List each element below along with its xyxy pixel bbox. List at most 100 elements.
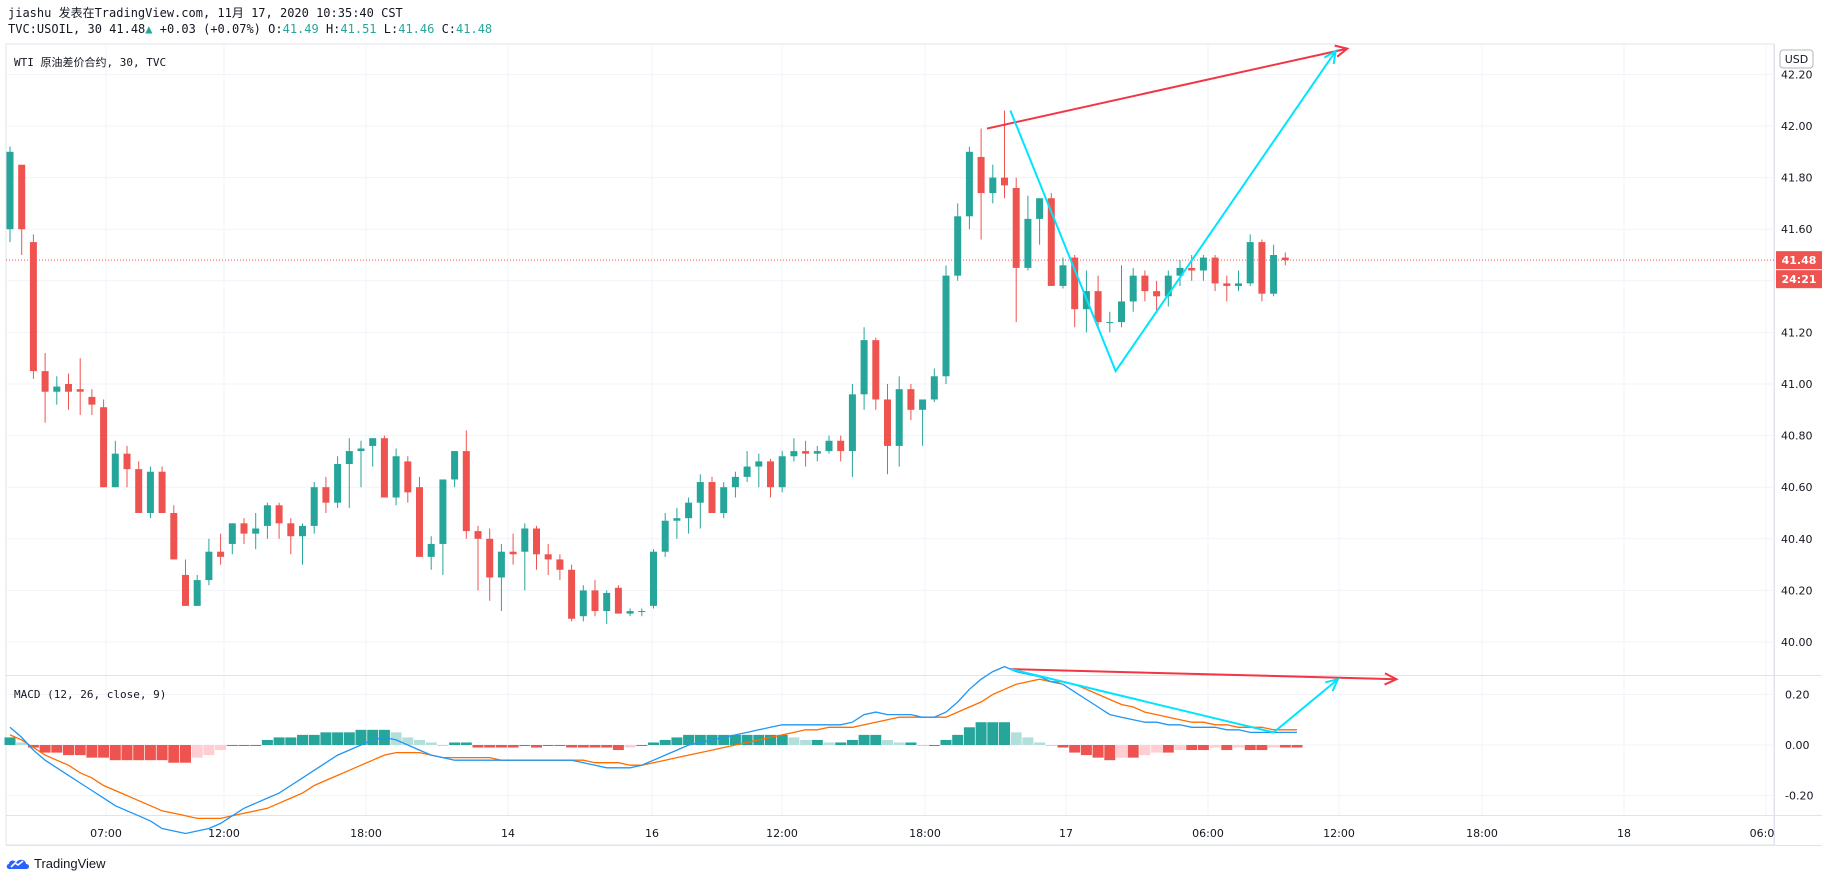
candle-body	[1246, 242, 1254, 284]
candle	[965, 146, 973, 230]
candle	[954, 203, 962, 281]
candle-body	[53, 386, 61, 392]
candle-body	[743, 466, 751, 477]
histogram-bar	[1034, 742, 1046, 745]
histogram-bar	[1221, 745, 1233, 751]
candle	[205, 538, 213, 586]
candle	[708, 476, 716, 513]
candle-body	[1235, 283, 1242, 286]
candle	[685, 497, 693, 534]
candle-body	[462, 451, 470, 532]
histogram-bar	[1244, 745, 1256, 751]
histogram-bar	[893, 742, 905, 745]
candle	[369, 438, 377, 467]
candle	[1012, 177, 1020, 323]
histogram-bar	[495, 745, 507, 748]
histogram-bar	[917, 745, 929, 746]
main-pane-title[interactable]: WTI 原油差价合约, 30, TVC	[14, 56, 167, 69]
histogram-bar	[987, 722, 999, 745]
candle-body	[334, 463, 342, 503]
upper-trend-arrow[interactable]	[986, 44, 1350, 130]
histogram-bar	[16, 742, 28, 745]
candle-body	[299, 525, 306, 537]
candle	[1129, 267, 1137, 312]
candle-body	[392, 456, 400, 498]
histogram-bar	[1116, 745, 1127, 758]
candle-body	[193, 580, 201, 606]
candle-body	[790, 451, 798, 457]
candle	[217, 533, 225, 565]
candle-body	[1024, 218, 1032, 268]
candle-body	[100, 407, 108, 488]
currency-badge[interactable]: USD	[1779, 49, 1814, 69]
histogram-bar	[273, 737, 285, 745]
candle-body	[357, 448, 365, 452]
candle	[591, 580, 599, 617]
candle-body	[1281, 257, 1289, 261]
zigzag-projection-head	[1323, 49, 1337, 65]
candle-body	[240, 523, 248, 534]
candle	[568, 564, 576, 622]
candle	[1258, 239, 1266, 302]
histogram-bar	[1279, 745, 1291, 748]
histogram-bar	[250, 745, 262, 746]
last-price-tag-label: 41.48	[1782, 254, 1817, 267]
candle	[989, 164, 997, 204]
low-label: L:	[383, 22, 399, 36]
candle-body	[673, 518, 681, 521]
candle-body	[965, 151, 973, 217]
histogram-bar	[180, 745, 191, 763]
candle-body	[614, 587, 622, 614]
candle	[111, 440, 119, 488]
candle-body	[146, 471, 154, 513]
histogram-bar	[425, 742, 437, 745]
candle	[1223, 275, 1231, 302]
candle-body	[1258, 242, 1266, 294]
candle-body	[685, 502, 693, 519]
histogram-bar	[694, 734, 706, 745]
histogram-bar	[1080, 745, 1092, 756]
histogram-bar	[519, 745, 531, 746]
candle	[673, 507, 681, 539]
price-tick-label: 40.00	[1781, 636, 1813, 649]
candle-body	[88, 396, 96, 405]
candle-body	[1059, 265, 1067, 286]
candle	[439, 479, 447, 575]
macd-cyan-zigzag[interactable]	[1010, 668, 1340, 734]
candle	[837, 435, 845, 462]
candle-body	[521, 528, 529, 552]
candle-body	[1199, 257, 1207, 271]
histogram-bar	[27, 745, 39, 748]
zigzag-projection[interactable]	[1009, 49, 1337, 374]
candle	[1281, 252, 1289, 266]
histogram-bar	[1186, 745, 1198, 751]
histogram-bar	[109, 745, 121, 761]
candle	[193, 574, 201, 606]
macd-red-trend-arrow[interactable]	[1010, 668, 1399, 686]
candle-body	[123, 453, 131, 470]
candle-body	[661, 520, 669, 552]
candle	[1235, 270, 1242, 292]
countdown-label: 24:21	[1781, 273, 1816, 286]
macd-pane-title[interactable]: MACD (12, 26, close, 9)	[14, 688, 167, 701]
candle-body	[1153, 291, 1161, 297]
candle-body	[252, 528, 260, 534]
candle	[1164, 270, 1172, 307]
histogram-bar	[86, 745, 98, 758]
histogram-bar	[51, 745, 63, 753]
histogram-bar	[659, 739, 671, 745]
candle	[603, 590, 611, 624]
candle-body	[41, 371, 49, 392]
countdown-tag-box	[1776, 270, 1822, 289]
candle	[860, 327, 868, 410]
histogram-bar	[601, 745, 613, 748]
tradingview-brand[interactable]: TradingView	[6, 855, 106, 871]
candle-body	[591, 590, 599, 612]
symbol-name[interactable]: TVC:USOIL, 30	[8, 22, 102, 36]
candle	[357, 440, 365, 488]
candle	[29, 234, 37, 379]
candle	[650, 549, 657, 609]
histogram-bar	[1057, 745, 1069, 748]
price-tick-label: 40.20	[1781, 584, 1813, 597]
